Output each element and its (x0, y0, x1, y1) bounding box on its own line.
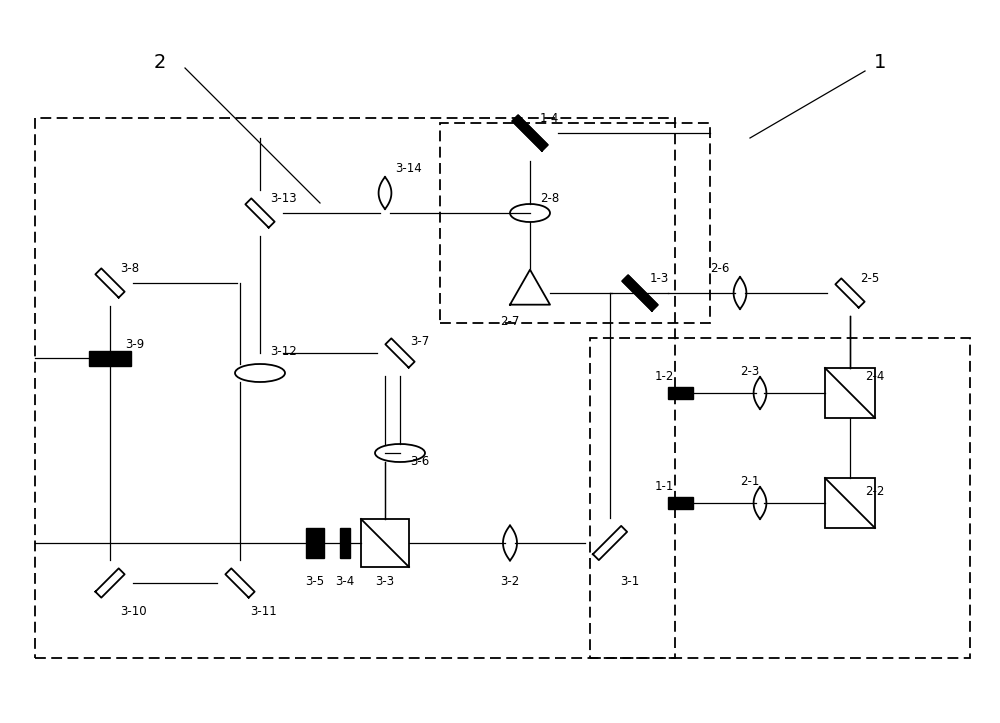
Text: 3-12: 3-12 (270, 345, 297, 358)
Bar (668, 497, 692, 509)
Text: 2-3: 2-3 (740, 365, 759, 378)
Bar (668, 387, 692, 399)
Text: 2-1: 2-1 (740, 475, 759, 488)
Text: 1-1: 1-1 (655, 480, 674, 493)
Text: 1-4: 1-4 (540, 112, 559, 125)
Bar (340, 528, 350, 558)
Polygon shape (95, 568, 125, 598)
Polygon shape (245, 198, 275, 228)
Text: 3-7: 3-7 (410, 335, 429, 348)
Text: 3-2: 3-2 (500, 575, 520, 588)
Text: 2-8: 2-8 (540, 192, 559, 205)
Polygon shape (593, 526, 627, 560)
Text: 3-8: 3-8 (120, 262, 139, 275)
Text: 3-10: 3-10 (120, 605, 147, 618)
Text: 3-5: 3-5 (305, 575, 325, 588)
Polygon shape (512, 115, 548, 151)
Text: 3-1: 3-1 (620, 575, 639, 588)
Text: 3-3: 3-3 (375, 575, 395, 588)
Text: 3-4: 3-4 (335, 575, 355, 588)
Polygon shape (622, 275, 658, 311)
Text: 3-13: 3-13 (270, 192, 297, 205)
Bar (825, 478, 875, 528)
Text: 2-5: 2-5 (860, 272, 879, 285)
Bar (440, 123, 710, 323)
Text: 2-7: 2-7 (500, 315, 519, 328)
Polygon shape (510, 270, 550, 304)
Polygon shape (385, 338, 415, 367)
Bar (825, 368, 875, 418)
Bar (89, 351, 131, 366)
Bar (361, 519, 409, 567)
Text: 1-2: 1-2 (655, 370, 674, 383)
Text: 3-9: 3-9 (125, 338, 144, 351)
Text: 3-6: 3-6 (410, 455, 429, 468)
Polygon shape (835, 278, 865, 308)
Text: 1: 1 (874, 54, 886, 72)
Text: 1-3: 1-3 (650, 272, 669, 285)
Text: 3-14: 3-14 (395, 162, 422, 175)
Polygon shape (95, 268, 125, 298)
Bar (590, 338, 970, 658)
Bar (306, 528, 324, 558)
Polygon shape (225, 568, 255, 598)
Text: 2: 2 (154, 54, 166, 72)
Text: 3-11: 3-11 (250, 605, 277, 618)
Text: 2-6: 2-6 (710, 262, 730, 275)
Text: 2-4: 2-4 (865, 370, 884, 383)
Text: 2-2: 2-2 (865, 485, 884, 498)
Bar (35, 118, 675, 658)
